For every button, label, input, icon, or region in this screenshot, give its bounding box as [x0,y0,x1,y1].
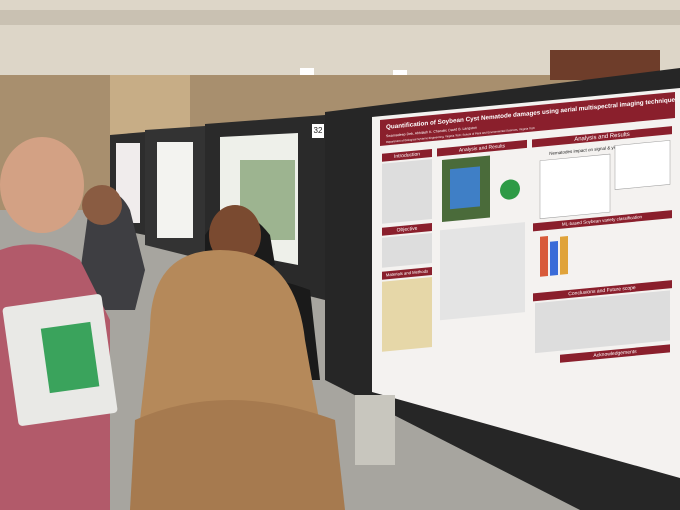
bar-figure [550,240,558,276]
section-subtitle: Nematodes impact on signal & yield [549,144,621,156]
field-plots [450,166,480,210]
person-head [82,185,122,225]
section-title: Analysis and Results [459,143,506,153]
bar-figure [560,236,568,275]
person-face [209,205,261,265]
section-title: Materials and Methods [386,268,428,277]
scatter-plot [539,153,611,219]
section-header [437,139,527,157]
section-header [382,148,432,162]
person-legs [355,395,395,465]
bar-figure [540,235,548,277]
section-header [533,210,672,232]
poster-title-banner [380,92,675,146]
scatter-plot [614,140,671,190]
section-header [533,280,672,302]
section-body [535,290,670,354]
section-header [532,126,672,148]
section-body [382,232,432,268]
board-number-tag [312,124,324,138]
poster [157,142,193,238]
section-header [560,344,670,363]
section-header [382,222,432,236]
ceiling-light [393,70,407,78]
section-title: Analysis and Results [574,132,630,143]
person-head [0,137,84,233]
person-hair [130,400,345,510]
section-title: Acknowledgements [593,349,637,359]
board-number: 32 [314,126,323,135]
section-body [382,158,432,224]
drone-icon [500,179,520,200]
clipboard [40,321,100,394]
results-charts [440,222,525,321]
flowchart [382,276,432,352]
ceiling-light [300,68,314,76]
ceiling-trim [0,10,680,25]
section-header [382,266,432,280]
section-title: Introduction [394,151,420,159]
section-title: Objective [397,226,418,234]
